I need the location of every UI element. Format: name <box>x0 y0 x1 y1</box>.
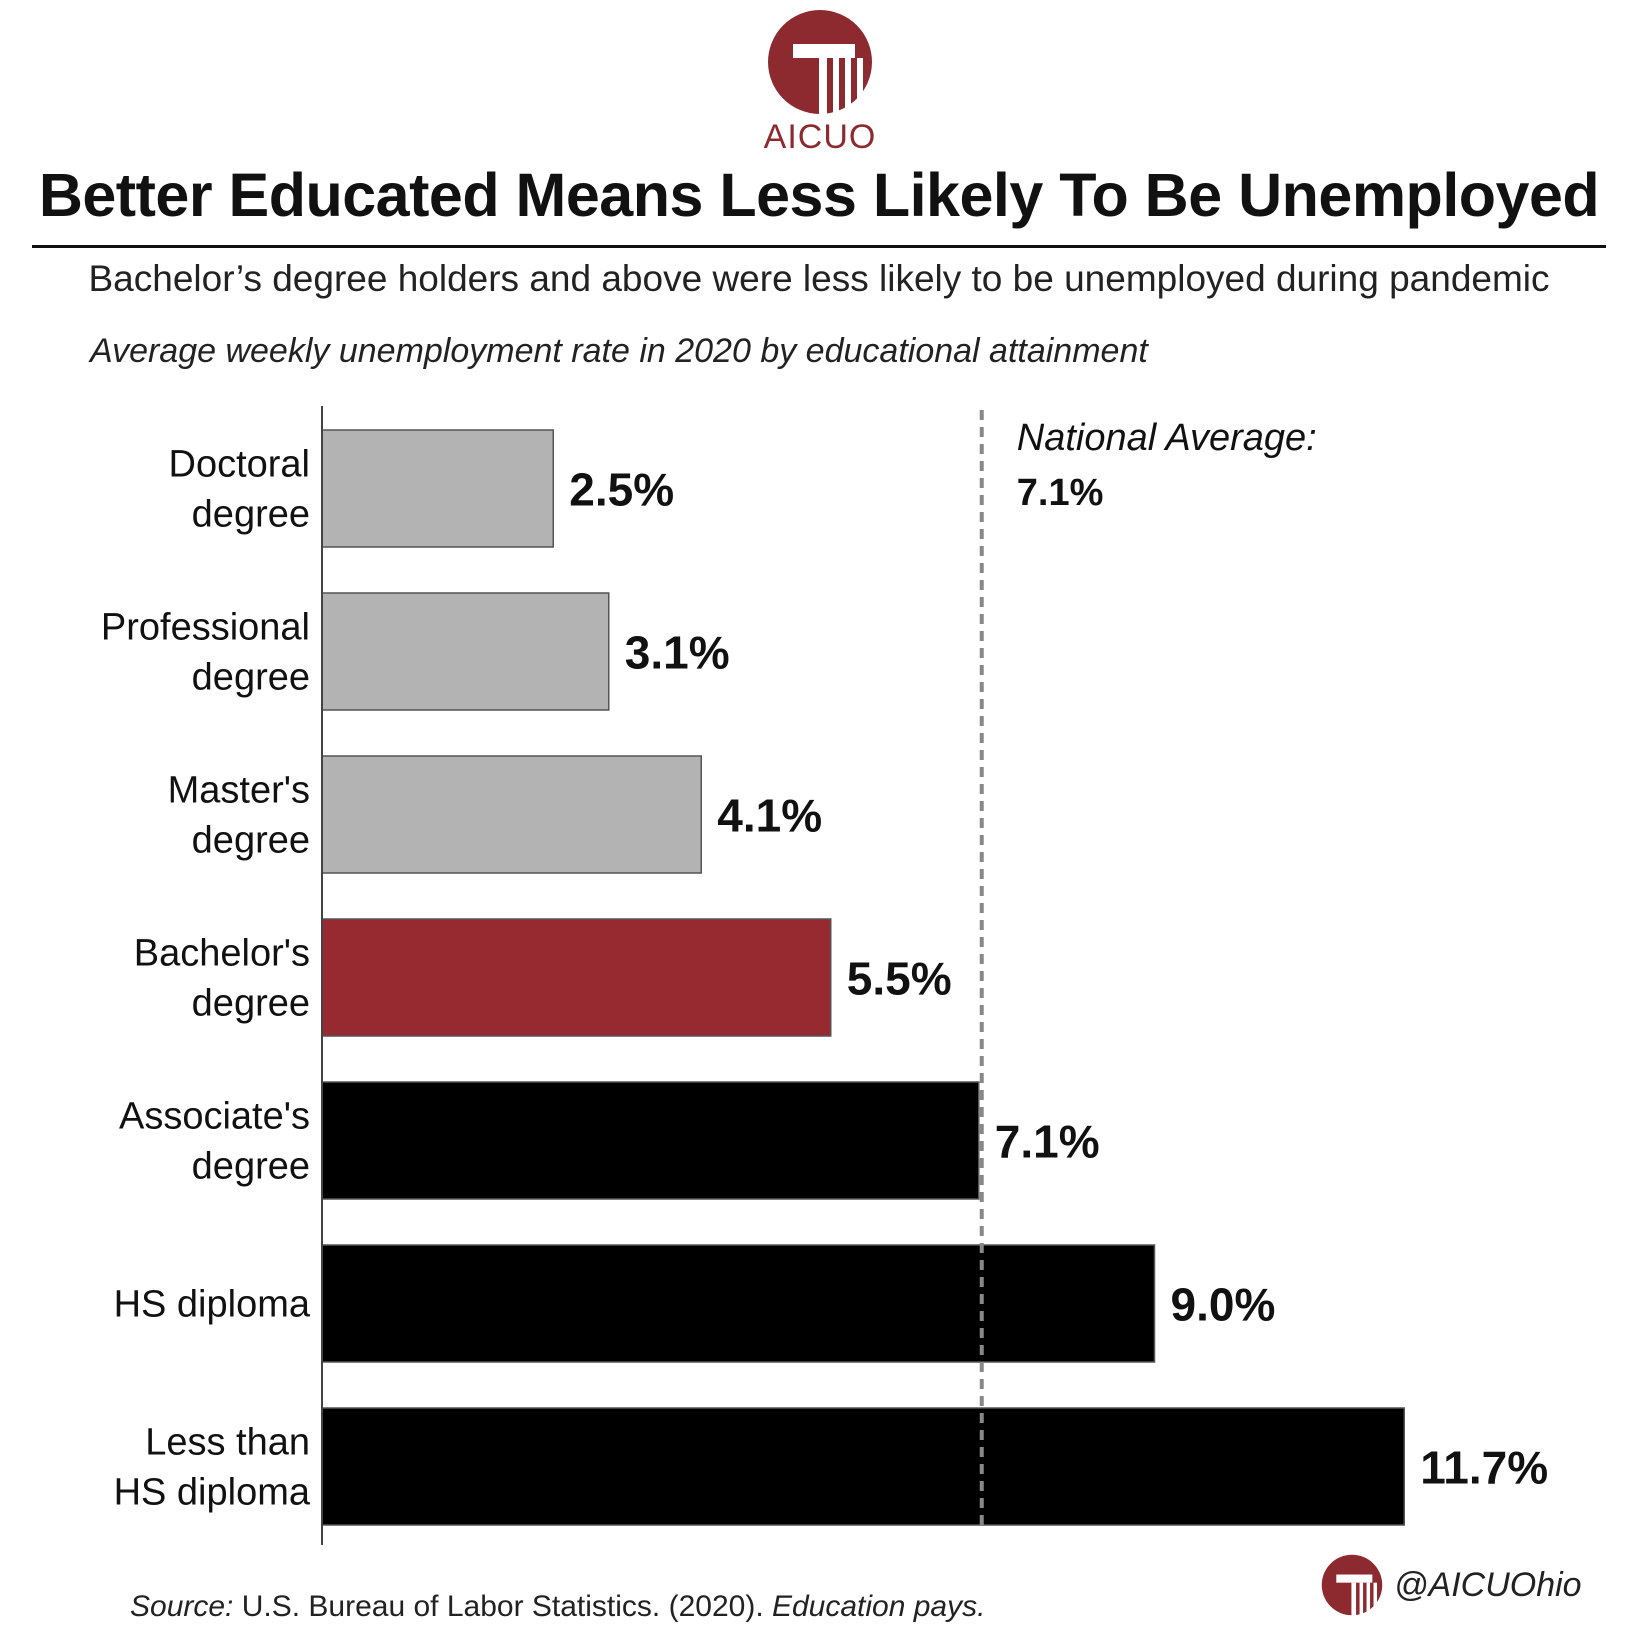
category-label-1-1: degree <box>192 657 310 699</box>
column-logo-icon <box>768 10 872 116</box>
title-divider <box>32 245 1606 248</box>
category-label-1-0: Professional <box>101 607 310 649</box>
value-label-2: 4.1% <box>717 790 822 842</box>
category-label-3-0: Bachelor's <box>134 933 310 975</box>
category-label-4-0: Associate's <box>119 1096 310 1138</box>
bar-2 <box>321 755 702 874</box>
social-handle: @AICUOhio <box>1320 1553 1582 1617</box>
chart-subtitle: Bachelor’s degree holders and above were… <box>88 258 1550 299</box>
national-average-value: 7.1% <box>1017 472 1104 514</box>
value-label-4: 7.1% <box>995 1116 1100 1168</box>
category-label-6-0: Less than <box>145 1422 310 1464</box>
chart-caption: Average weekly unemployment rate in 2020… <box>90 332 1148 370</box>
value-label-5: 9.0% <box>1171 1279 1276 1331</box>
bar-1 <box>321 592 610 711</box>
bar-5 <box>321 1244 1156 1363</box>
source-title: Education pays. <box>771 1590 986 1623</box>
national-average-label: National Average: <box>1017 417 1317 459</box>
value-label-6: 11.7% <box>1420 1442 1548 1494</box>
brand-logo: AICUO <box>755 8 885 158</box>
handle-text: @AICUOhio <box>1394 1565 1582 1604</box>
source-text: U.S. Bureau of Labor Statistics. (2020). <box>233 1590 772 1623</box>
category-label-0-1: degree <box>192 494 310 536</box>
category-label-2-1: degree <box>192 820 310 862</box>
category-label-4-1: degree <box>192 1146 310 1188</box>
value-label-3: 5.5% <box>847 953 952 1005</box>
chart-title: Better Educated Means Less Likely To Be … <box>38 161 1600 229</box>
category-label-2-0: Master's <box>168 770 310 812</box>
category-label-6-1: HS diploma <box>114 1472 311 1514</box>
category-label-5-0: HS diploma <box>114 1284 311 1326</box>
source-prefix: Source: <box>130 1590 234 1623</box>
value-label-1: 3.1% <box>625 627 730 679</box>
column-logo-small-icon <box>1321 1554 1383 1617</box>
category-label-3-1: degree <box>192 983 310 1025</box>
bar-3 <box>321 918 832 1037</box>
category-label-0-0: Doctoral <box>169 444 311 486</box>
value-label-0: 2.5% <box>569 464 674 516</box>
bar-6 <box>321 1407 1405 1526</box>
bar-chart: 2.5% Doctoral degree 3.1% Professional degree… <box>101 406 1548 1545</box>
logo-text: AICUO <box>763 118 877 156</box>
bar-0 <box>321 429 554 548</box>
source-note: Source: U.S. Bureau of Labor Statistics.… <box>130 1590 985 1624</box>
bar-4 <box>321 1081 980 1200</box>
